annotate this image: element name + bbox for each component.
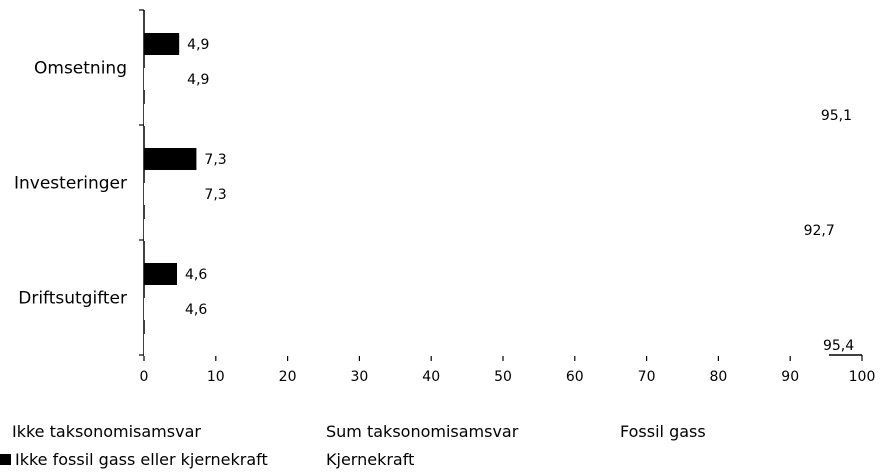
x-tick-label: 90: [781, 369, 799, 385]
legend: Ikke taksonomisamsvar Sum taksonomisamsv…: [0, 420, 883, 472]
bar-ikke-taksonomisamsvar: [144, 104, 827, 126]
category-label: Driftsutgifter: [18, 289, 127, 309]
legend-label: Sum taksonomisamsvar: [326, 422, 519, 441]
data-label: 4,6: [185, 302, 207, 318]
bar-ikke-fossil-gass: [144, 33, 180, 55]
data-label: 7,3: [204, 187, 226, 203]
legend-item-ikke-taksonomisamsvar: Ikke taksonomisamsvar: [12, 422, 201, 441]
bars: [144, 33, 829, 356]
bar-chart: 0 10 20 30 40 50 60 70 80 90 100 Omsetning 4,9 4,9 95…: [14, 9, 876, 385]
legend-item-fossil-gass: Fossil gass: [620, 422, 706, 441]
x-tick-label: 40: [422, 369, 440, 385]
data-label: 92,7: [804, 223, 835, 239]
legend-item-kjernekraft: Kjernekraft: [326, 450, 414, 469]
data-label: 95,4: [823, 338, 854, 354]
legend-swatch-icon: [0, 454, 11, 465]
bar-ikke-fossil-gass: [144, 148, 197, 170]
x-tick-label: 20: [279, 369, 297, 385]
x-tick-label: 50: [494, 369, 512, 385]
data-label: 4,6: [185, 267, 207, 283]
data-label: 7,3: [204, 152, 226, 168]
category-label: Omsetning: [34, 59, 127, 79]
bar-ikke-taksonomisamsvar: [144, 219, 810, 241]
legend-label: Ikke fossil gass eller kjernekraft: [15, 450, 268, 469]
x-tick-label: 70: [638, 369, 656, 385]
x-tick-label: 30: [350, 369, 368, 385]
data-label: 95,1: [821, 108, 852, 124]
bar-sum-taksonomisamsvar: [144, 298, 178, 320]
x-tick-label: 80: [709, 369, 727, 385]
x-tick-label: 60: [566, 369, 584, 385]
legend-label: Ikke taksonomisamsvar: [12, 422, 201, 441]
legend-item-sum-taksonomisamsvar: Sum taksonomisamsvar: [326, 422, 518, 441]
x-tick-label: 0: [140, 369, 149, 385]
legend-label: Fossil gass: [620, 422, 706, 441]
bar-sum-taksonomisamsvar: [144, 68, 180, 90]
category-label: Investeringer: [14, 174, 127, 194]
labels: Omsetning 4,9 4,9 95,1 Investeringer 7,3 7,3 92…: [14, 37, 854, 354]
bar-sum-taksonomisamsvar: [144, 183, 197, 205]
bar-ikke-taksonomisamsvar: [144, 334, 829, 356]
data-label: 4,9: [187, 72, 209, 88]
legend-label: Kjernekraft: [326, 450, 415, 469]
x-tick-label: 100: [849, 369, 876, 385]
x-tick-label: 10: [207, 369, 225, 385]
bar-ikke-fossil-gass: [144, 263, 178, 285]
legend-item-ikke-fossil-gass: Ikke fossil gass eller kjernekraft: [0, 450, 268, 469]
data-label: 4,9: [187, 37, 209, 53]
axes: 0 10 20 30 40 50 60 70 80 90 100: [139, 9, 876, 385]
